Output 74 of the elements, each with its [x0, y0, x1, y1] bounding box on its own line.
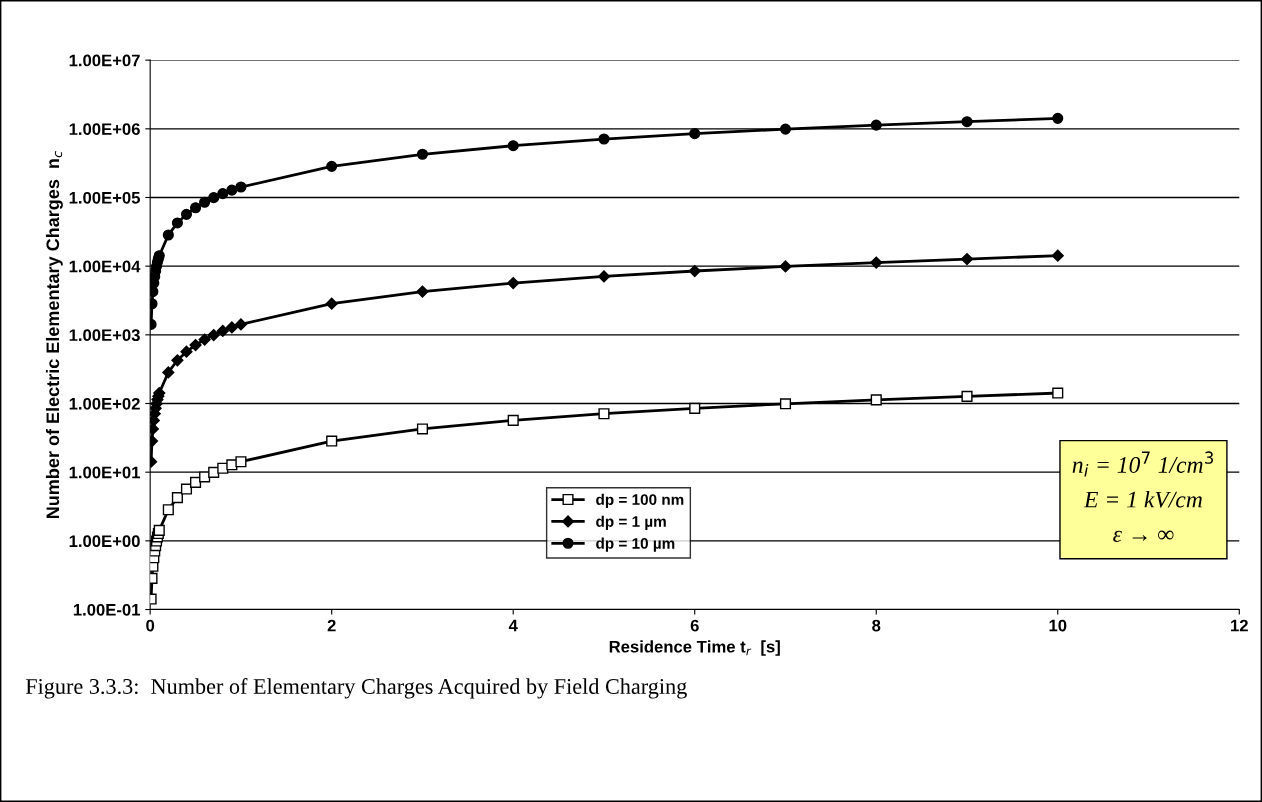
- point: [1051, 249, 1064, 262]
- y-tick-label: 1.00E+03: [69, 329, 140, 342]
- x-tick-label: 12: [1231, 619, 1248, 632]
- point: [1052, 112, 1064, 124]
- point: [198, 333, 211, 346]
- point: [162, 229, 174, 241]
- point: [180, 208, 193, 220]
- point: [597, 270, 611, 283]
- point: [199, 196, 211, 208]
- x-tick-label: 2: [327, 619, 336, 632]
- point: [208, 192, 220, 204]
- x-tick-label: 0: [146, 619, 155, 632]
- point: [870, 256, 883, 269]
- point: [416, 148, 429, 160]
- point: [598, 133, 610, 145]
- x-axis-title: Residence Time t$_{r}$ [s]: [609, 640, 780, 656]
- point: [207, 328, 220, 342]
- point: [416, 285, 429, 298]
- point: [598, 408, 610, 420]
- point: [961, 390, 973, 402]
- point: [235, 456, 247, 468]
- point: [225, 321, 238, 334]
- point: [326, 160, 338, 172]
- point: [180, 345, 193, 358]
- point: [960, 252, 974, 266]
- y-tick-label: 1.00E+02: [69, 397, 140, 410]
- y-tick-label: 1.00E+05: [69, 191, 140, 204]
- y-tick-label: 1.00E+04: [69, 260, 141, 273]
- caption: Figure 3.3.3: Number of Elementary Charges Acquired by Field Charging: [25, 678, 687, 699]
- point: [189, 338, 202, 352]
- point: [153, 524, 165, 536]
- point: [180, 483, 193, 495]
- point: [689, 402, 701, 414]
- x-tick-label: 8: [872, 619, 881, 632]
- legend-label: dp = 100 nm: [596, 493, 684, 509]
- point: [507, 140, 519, 152]
- legend-label: dp = 1 µm: [596, 515, 666, 530]
- point: [961, 116, 973, 128]
- y-tick-label: 1.00E+07: [69, 54, 140, 67]
- point: [779, 123, 792, 135]
- text: n$_{i}$ = 10$^{7}$ 1/cm$^{3}$ E = 1 kV/cm ε → ∞: [1072, 451, 1213, 543]
- point: [507, 414, 519, 426]
- point: [416, 423, 429, 435]
- point: [216, 324, 229, 338]
- point: [226, 184, 238, 196]
- point: [1052, 387, 1064, 399]
- x-tick-label: 10: [1049, 619, 1067, 632]
- point: [507, 276, 520, 290]
- point: [688, 264, 701, 278]
- point: [325, 297, 338, 310]
- point: [235, 181, 247, 193]
- point: [217, 188, 229, 200]
- x-tick-label: 6: [690, 619, 699, 632]
- y-tick-label: 1.00E+01: [69, 466, 140, 479]
- y-tick-label: 1.00E-01: [73, 603, 140, 616]
- point: [779, 260, 792, 273]
- point: [171, 354, 184, 367]
- point: [234, 318, 248, 331]
- legend-label: dp = 10 µm: [596, 537, 675, 552]
- y-axis-title: Number of Electric Elementary Charges n$_{c}$: [45, 151, 63, 519]
- point: [171, 217, 183, 229]
- point: [779, 398, 792, 410]
- point: [190, 202, 202, 214]
- y-tick-label: 1.00E+06: [69, 123, 140, 136]
- point: [199, 471, 211, 483]
- x-tick-label: 4: [508, 619, 518, 632]
- point: [171, 492, 183, 504]
- point: [162, 504, 174, 516]
- point: [870, 394, 882, 406]
- point: [162, 366, 175, 379]
- point: [326, 435, 338, 447]
- point: [689, 128, 701, 140]
- y-tick-label: 1.00E+00: [69, 535, 140, 548]
- point: [870, 119, 882, 131]
